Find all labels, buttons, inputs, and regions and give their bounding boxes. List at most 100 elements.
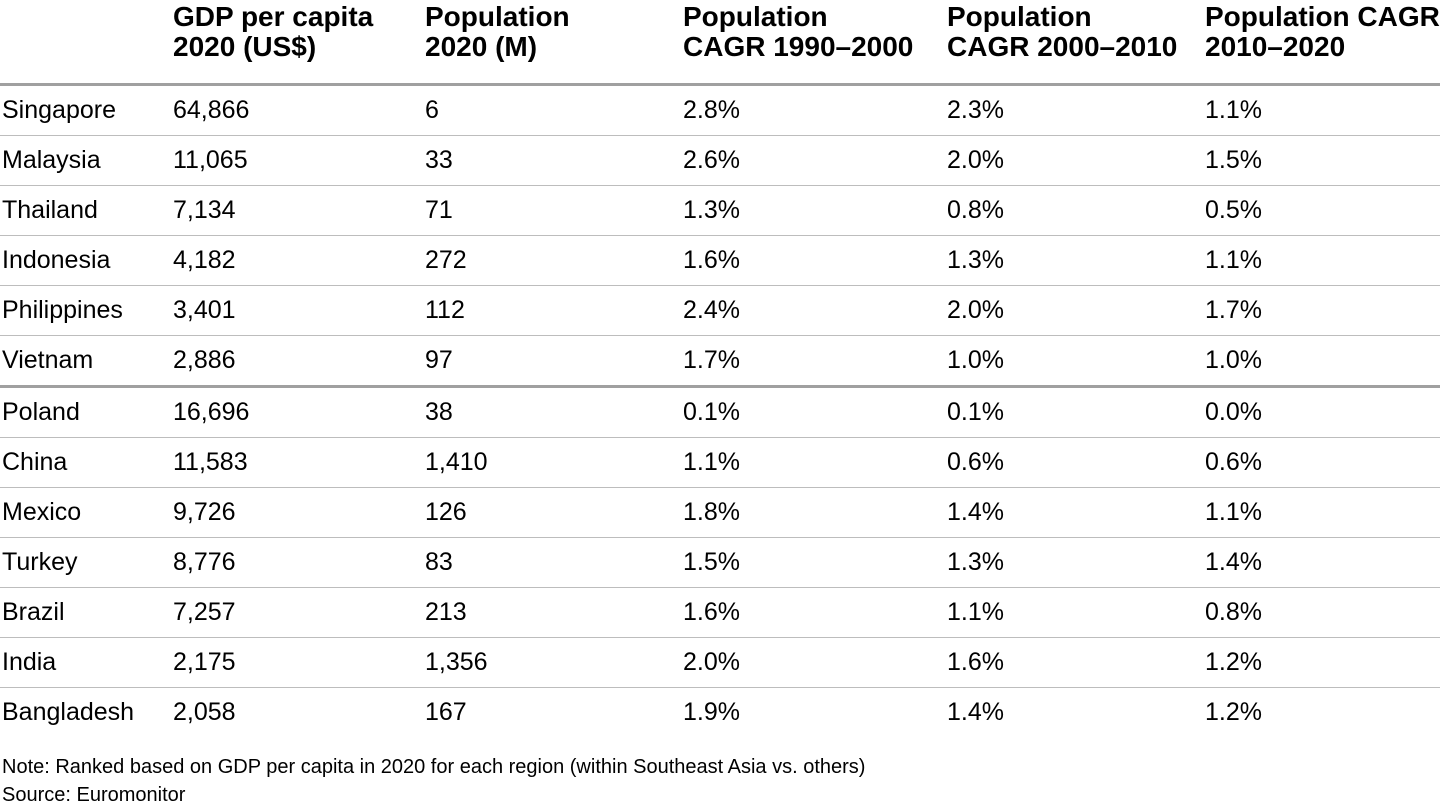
country-cell: Brazil: [2, 598, 65, 626]
table-row-bangladesh: Bangladesh 2,058 167 1.9% 1.4% 1.2%: [0, 688, 1440, 738]
country-cell: Mexico: [2, 498, 82, 526]
footnote-source: Source: Euromonitor: [2, 784, 186, 806]
cagr-1990-2000-cell: 1.6%: [683, 246, 740, 274]
cagr-2010-2020-cell: 1.1%: [1205, 498, 1262, 526]
gdp-cell: 4,182: [173, 246, 236, 274]
population-cell: 1,356: [425, 648, 488, 676]
cagr-2010-2020-cell: 0.8%: [1205, 598, 1262, 626]
cagr-2000-2010-cell: 0.8%: [947, 196, 1004, 224]
cagr-2000-2010-cell: 1.3%: [947, 548, 1004, 576]
cagr-1990-2000-cell: 0.1%: [683, 398, 740, 426]
gdp-cell: 2,886: [173, 346, 236, 374]
col-header-gdp-per-capita: GDP per capita 2020 (US$): [173, 1, 374, 62]
cagr-2000-2010-cell: 1.0%: [947, 346, 1004, 374]
population-cell: 6: [425, 96, 439, 124]
country-cell: Poland: [2, 398, 80, 426]
population-cell: 126: [425, 498, 467, 526]
country-cell: Bangladesh: [2, 698, 135, 726]
cagr-2000-2010-cell: 1.4%: [947, 498, 1004, 526]
country-cell: Vietnam: [2, 346, 94, 374]
country-cell: Singapore: [2, 96, 116, 124]
cagr-1990-2000-cell: 2.8%: [683, 96, 740, 124]
cagr-1990-2000-cell: 1.5%: [683, 548, 740, 576]
gdp-cell: 3,401: [173, 296, 236, 324]
gdp-cell: 64,866: [173, 96, 250, 124]
footnotes: Note: Ranked based on GDP per capita in …: [0, 753, 1440, 809]
cagr-2010-2020-cell: 1.0%: [1205, 346, 1262, 374]
col-header-cagr-2010-2020: Population CAGR 2010–2020: [1205, 1, 1440, 62]
population-cell: 38: [425, 398, 453, 426]
col-header-country: [0, 0, 173, 85]
country-cell: Philippines: [2, 296, 123, 324]
col-header-cagr-1990-2000: Population CAGR 1990–2000: [683, 1, 914, 62]
cagr-2000-2010-cell: 0.6%: [947, 448, 1004, 476]
gdp-cell: 7,134: [173, 196, 236, 224]
col-header-population: Population 2020 (M): [425, 1, 570, 62]
table-row-brazil: Brazil 7,257 213 1.6% 1.1% 0.8%: [0, 588, 1440, 638]
country-cell: Indonesia: [2, 246, 111, 274]
country-cell: Turkey: [2, 548, 78, 576]
table-row-china: China 11,583 1,410 1.1% 0.6% 0.6%: [0, 438, 1440, 488]
gdp-cell: 2,175: [173, 648, 236, 676]
cagr-2010-2020-cell: 1.7%: [1205, 296, 1262, 324]
table-row-singapore: Singapore 64,866 6 2.8% 2.3% 1.1%: [0, 85, 1440, 136]
gdp-cell: 9,726: [173, 498, 236, 526]
cagr-2010-2020-cell: 0.0%: [1205, 398, 1262, 426]
table-row-vietnam: Vietnam 2,886 97 1.7% 1.0% 1.0%: [0, 336, 1440, 387]
cagr-1990-2000-cell: 1.6%: [683, 598, 740, 626]
table-row-philippines: Philippines 3,401 112 2.4% 2.0% 1.7%: [0, 286, 1440, 336]
cagr-1990-2000-cell: 1.8%: [683, 498, 740, 526]
cagr-2000-2010-cell: 1.4%: [947, 698, 1004, 726]
cagr-2010-2020-cell: 1.4%: [1205, 548, 1262, 576]
cagr-1990-2000-cell: 2.6%: [683, 146, 740, 174]
cagr-2010-2020-cell: 1.5%: [1205, 146, 1262, 174]
table-row-india: India 2,175 1,356 2.0% 1.6% 1.2%: [0, 638, 1440, 688]
population-cell: 71: [425, 196, 453, 224]
cagr-2000-2010-cell: 1.6%: [947, 648, 1004, 676]
cagr-2000-2010-cell: 1.3%: [947, 246, 1004, 274]
country-cell: Thailand: [2, 196, 98, 224]
country-cell: India: [2, 648, 57, 676]
population-cell: 97: [425, 346, 453, 374]
population-cell: 112: [425, 296, 465, 324]
cagr-1990-2000-cell: 1.3%: [683, 196, 740, 224]
col-header-cagr-2000-2010: Population CAGR 2000–2010: [947, 1, 1178, 62]
gdp-cell: 11,583: [173, 448, 248, 476]
gdp-cell: 16,696: [173, 398, 250, 426]
cagr-2000-2010-cell: 2.0%: [947, 296, 1004, 324]
population-cell: 1,410: [425, 448, 488, 476]
table-row-mexico: Mexico 9,726 126 1.8% 1.4% 1.1%: [0, 488, 1440, 538]
country-comparison-table: GDP per capita 2020 (US$) Population 202…: [0, 0, 1440, 738]
gdp-cell: 7,257: [173, 598, 236, 626]
cagr-2010-2020-cell: 0.6%: [1205, 448, 1262, 476]
gdp-cell: 11,065: [173, 146, 248, 174]
table-row-turkey: Turkey 8,776 83 1.5% 1.3% 1.4%: [0, 538, 1440, 588]
cagr-2010-2020-cell: 1.2%: [1205, 648, 1262, 676]
population-cell: 167: [425, 698, 467, 726]
table-row-indonesia: Indonesia 4,182 272 1.6% 1.3% 1.1%: [0, 236, 1440, 286]
gdp-cell: 8,776: [173, 548, 236, 576]
cagr-1990-2000-cell: 1.7%: [683, 346, 740, 374]
cagr-2000-2010-cell: 0.1%: [947, 398, 1004, 426]
gdp-cell: 2,058: [173, 698, 236, 726]
cagr-2010-2020-cell: 1.1%: [1205, 246, 1262, 274]
country-cell: Malaysia: [2, 146, 101, 174]
cagr-2000-2010-cell: 2.3%: [947, 96, 1004, 124]
population-cell: 33: [425, 146, 453, 174]
population-cell: 213: [425, 598, 467, 626]
cagr-1990-2000-cell: 1.1%: [683, 448, 740, 476]
cagr-2010-2020-cell: 1.2%: [1205, 698, 1262, 726]
table-row-malaysia: Malaysia 11,065 33 2.6% 2.0% 1.5%: [0, 136, 1440, 186]
cagr-2000-2010-cell: 2.0%: [947, 146, 1004, 174]
cagr-2010-2020-cell: 1.1%: [1205, 96, 1262, 124]
country-cell: China: [2, 448, 68, 476]
cagr-1990-2000-cell: 1.9%: [683, 698, 740, 726]
table-row-thailand: Thailand 7,134 71 1.3% 0.8% 0.5%: [0, 186, 1440, 236]
population-cell: 83: [425, 548, 453, 576]
table-body: Singapore 64,866 6 2.8% 2.3% 1.1% Malaysia 11,0…: [0, 85, 1440, 738]
table-header: GDP per capita 2020 (US$) Population 202…: [0, 0, 1440, 85]
cagr-1990-2000-cell: 2.0%: [683, 648, 740, 676]
population-cell: 272: [425, 246, 467, 274]
footnote-note: Note: Ranked based on GDP per capita in …: [2, 756, 866, 778]
